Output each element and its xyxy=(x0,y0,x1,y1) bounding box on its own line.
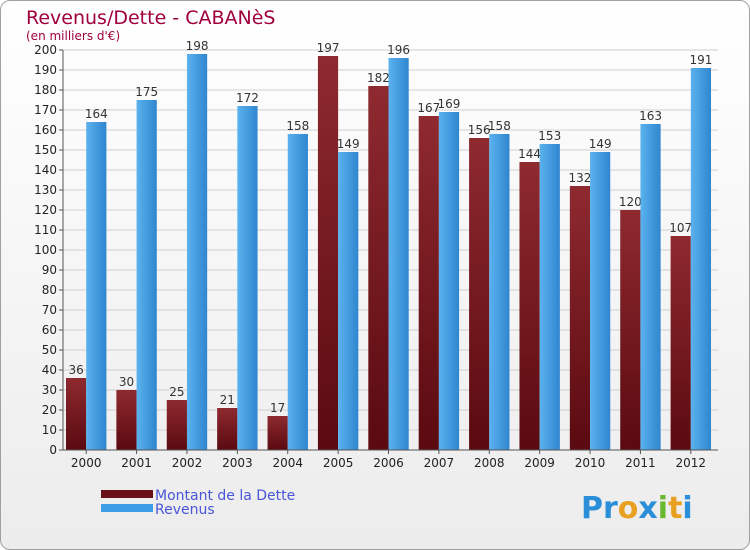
bar-revenus xyxy=(136,100,157,450)
y-tick-label: 160 xyxy=(34,123,57,137)
chart-title: Revenus/Dette - CABANèS xyxy=(26,7,275,29)
data-label: 196 xyxy=(387,43,410,57)
bar-debt xyxy=(267,416,288,450)
y-tick-label: 150 xyxy=(34,143,57,157)
data-label: 36 xyxy=(68,363,83,377)
data-label: 158 xyxy=(286,119,309,133)
x-tick-label: 2006 xyxy=(373,456,404,470)
y-tick-label: 190 xyxy=(34,63,57,77)
y-tick-label: 80 xyxy=(42,283,57,297)
data-label: 167 xyxy=(417,101,440,115)
y-tick-label: 100 xyxy=(34,243,57,257)
bar-debt xyxy=(116,390,137,450)
y-tick-label: 0 xyxy=(49,443,57,457)
legend-swatch-revenus xyxy=(101,504,153,512)
data-label: 21 xyxy=(220,393,235,407)
bar-revenus xyxy=(388,58,409,450)
bar-revenus xyxy=(690,68,712,450)
x-tick-label: 2003 xyxy=(222,456,253,470)
legend-label-debt: Montant de la Dette xyxy=(155,488,295,504)
y-tick-label: 60 xyxy=(42,323,57,337)
bar-revenus xyxy=(287,134,308,450)
x-tick-label: 2002 xyxy=(172,456,203,470)
bar-revenus xyxy=(438,112,460,450)
x-tick-label: 2004 xyxy=(272,456,303,470)
bar-revenus xyxy=(539,144,560,450)
x-tick-label: 2012 xyxy=(676,456,707,470)
bar-debt xyxy=(217,408,238,450)
data-label: 156 xyxy=(468,123,491,137)
data-label: 169 xyxy=(438,97,461,111)
bar-debt xyxy=(569,186,591,450)
x-axis-ticks: 2000 2001 2002 2003 2004 2005 2006 2007 2008 2009… xyxy=(71,450,706,470)
data-label: 163 xyxy=(639,109,662,123)
y-tick-label: 170 xyxy=(34,103,57,117)
y-tick-label: 120 xyxy=(34,203,57,217)
y-tick-label: 180 xyxy=(34,83,57,97)
chart-subtitle: (en milliers d'€) xyxy=(26,29,120,43)
x-tick-label: 2010 xyxy=(575,456,606,470)
data-label: 132 xyxy=(568,171,591,185)
data-label: 191 xyxy=(689,53,712,67)
y-axis-ticks: 0 10 20 30 40 50 60 70 80 90 100 110 120 130 140 150 160… xyxy=(34,43,57,457)
data-label: 149 xyxy=(337,137,360,151)
data-label: 30 xyxy=(119,375,134,389)
legend-label-revenus: Revenus xyxy=(155,502,215,518)
bars: 36 164 30 175 25 198 21 172 17 158 197 149 182 196 167… xyxy=(66,39,712,450)
x-tick-label: 2001 xyxy=(121,456,152,470)
proxiti-logo: Proxiti xyxy=(581,491,693,526)
data-label: 120 xyxy=(619,195,642,209)
x-tick-label: 2008 xyxy=(474,456,505,470)
bar-debt xyxy=(418,116,439,450)
data-label: 25 xyxy=(169,385,184,399)
bar-debt xyxy=(519,162,540,450)
bar-revenus xyxy=(489,134,510,450)
data-label: 153 xyxy=(538,129,561,143)
data-label: 164 xyxy=(85,107,108,121)
y-tick-label: 50 xyxy=(42,343,57,357)
data-label: 197 xyxy=(317,41,340,55)
data-label: 175 xyxy=(135,85,158,99)
bar-debt xyxy=(166,400,187,450)
bar-debt xyxy=(317,56,339,450)
bar-revenus xyxy=(186,54,208,450)
bar-debt xyxy=(670,236,691,450)
bar-debt xyxy=(469,138,490,450)
y-tick-label: 70 xyxy=(42,303,57,317)
y-tick-label: 90 xyxy=(42,263,57,277)
x-tick-label: 2009 xyxy=(524,456,555,470)
bar-revenus xyxy=(590,152,611,450)
legend: Montant de la Dette Revenus xyxy=(101,488,295,518)
data-label: 144 xyxy=(518,147,541,161)
y-tick-label: 140 xyxy=(34,163,57,177)
legend-swatch-debt xyxy=(101,490,153,498)
x-tick-label: 2011 xyxy=(625,456,656,470)
x-tick-label: 2005 xyxy=(323,456,354,470)
y-tick-label: 130 xyxy=(34,183,57,197)
y-tick-label: 30 xyxy=(42,383,57,397)
y-tick-label: 110 xyxy=(34,223,57,237)
bar-revenus xyxy=(237,106,258,450)
data-label: 107 xyxy=(669,221,692,235)
bar-revenus xyxy=(640,124,661,450)
bar-revenus xyxy=(86,122,107,450)
data-label: 158 xyxy=(488,119,511,133)
y-tick-label: 20 xyxy=(42,403,57,417)
bar-debt xyxy=(368,86,389,450)
bar-revenus xyxy=(338,152,359,450)
y-tick-label: 10 xyxy=(42,423,57,437)
data-label: 149 xyxy=(589,137,612,151)
data-label: 198 xyxy=(186,39,209,53)
data-label: 172 xyxy=(236,91,259,105)
x-tick-label: 2007 xyxy=(424,456,455,470)
x-tick-label: 2000 xyxy=(71,456,102,470)
bar-debt xyxy=(66,378,87,450)
y-tick-label: 200 xyxy=(34,43,57,57)
data-label: 17 xyxy=(270,401,285,415)
y-tick-label: 40 xyxy=(42,363,57,377)
bar-debt xyxy=(620,210,641,450)
data-label: 182 xyxy=(367,71,390,85)
